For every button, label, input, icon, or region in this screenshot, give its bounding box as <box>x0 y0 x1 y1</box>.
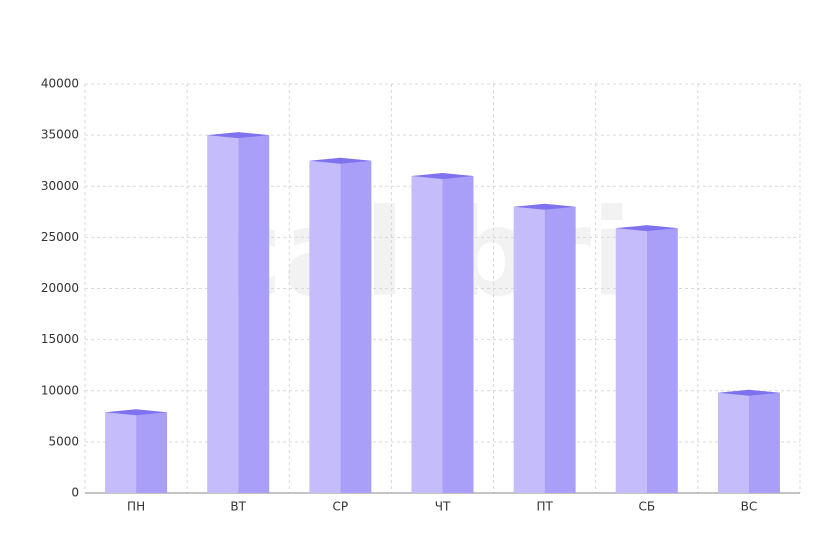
bar-top <box>105 409 168 416</box>
bar-front <box>513 206 545 493</box>
y-tick-label: 15000 <box>41 332 79 346</box>
y-tick-label: 5000 <box>48 434 79 448</box>
y-tick-label: 35000 <box>41 128 79 142</box>
y-tick-label: 30000 <box>41 179 79 193</box>
x-tick-label: ПН <box>127 500 145 514</box>
bar-top <box>513 203 576 210</box>
bar-front <box>717 392 749 493</box>
x-tick-label: СР <box>333 500 349 514</box>
bar <box>615 225 678 494</box>
x-tick-label: ВТ <box>230 500 246 514</box>
bar-side <box>748 392 780 493</box>
bar-top <box>615 225 678 232</box>
bar-top <box>717 389 780 396</box>
x-tick-label: ЧТ <box>435 500 451 514</box>
y-tick-label: 0 <box>71 486 79 500</box>
bar <box>207 132 270 493</box>
y-tick-label: 40000 <box>41 77 79 91</box>
bar <box>411 173 474 493</box>
bar-top <box>207 132 270 139</box>
bar-side <box>442 176 474 493</box>
x-tick-label: ПТ <box>536 500 553 514</box>
y-tick-label: 25000 <box>41 230 79 244</box>
bar-front <box>105 412 137 493</box>
bar-front <box>309 160 341 493</box>
bar-side <box>544 206 576 493</box>
x-tick-label: СБ <box>638 500 655 514</box>
bar <box>513 203 576 493</box>
bar-side <box>646 228 678 494</box>
bar <box>717 389 780 493</box>
bar <box>105 409 168 493</box>
bar-side <box>238 135 270 493</box>
bar-side <box>340 160 372 493</box>
bar <box>309 157 372 493</box>
bar-top <box>411 173 474 180</box>
x-tick-label: ВС <box>741 500 758 514</box>
y-tick-label: 20000 <box>41 281 79 295</box>
bar-side <box>136 412 168 493</box>
bar-top <box>309 157 372 164</box>
y-tick-label: 10000 <box>41 383 79 397</box>
bar-front <box>615 228 647 494</box>
bar-front <box>207 135 239 493</box>
plot: 0 5000 10000 15000 20000 25000 30000 35000 40000… <box>41 77 801 514</box>
bar-front <box>411 176 443 493</box>
